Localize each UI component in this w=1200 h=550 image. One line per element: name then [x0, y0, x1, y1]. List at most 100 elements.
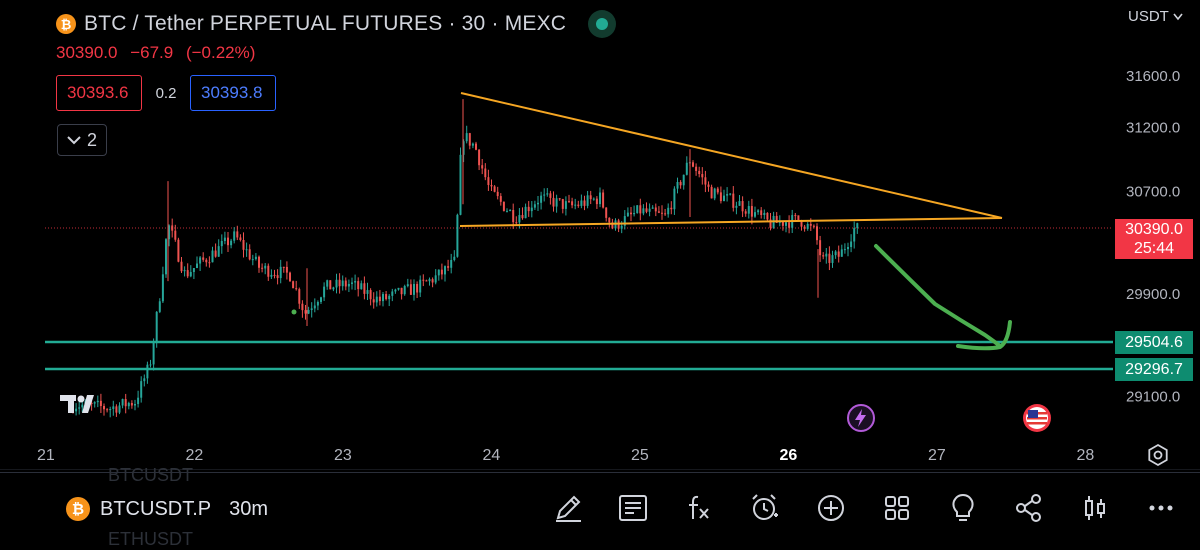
candle-body [258, 256, 260, 268]
candle-body [307, 310, 310, 314]
candle-body [744, 211, 747, 214]
candle-body [270, 274, 273, 277]
candle-body [515, 222, 518, 224]
market-status-icon[interactable] [588, 10, 617, 38]
candle-body [406, 284, 409, 287]
notes-icon[interactable] [616, 491, 650, 525]
indicators-toggle-button[interactable]: 2 [57, 124, 107, 156]
candle-body [754, 212, 756, 217]
candle-body [816, 226, 818, 241]
share-icon[interactable] [1012, 491, 1046, 525]
bitcoin-icon: ₿ [66, 497, 90, 521]
currency-selector[interactable]: USDT [1128, 8, 1183, 25]
candle-body [245, 249, 248, 251]
time-tick-label: 25 [631, 447, 649, 464]
last-price: 30390.0 [56, 43, 118, 62]
candle-body [196, 263, 198, 269]
candle-body [685, 162, 688, 175]
candle-body [552, 197, 555, 207]
candlestick-series [72, 99, 859, 418]
candle-body [589, 195, 592, 200]
more-icon[interactable] [1144, 491, 1178, 525]
candle-body [382, 294, 384, 302]
candle-body [763, 212, 766, 216]
candle-body [289, 272, 291, 282]
candle-body [850, 241, 853, 248]
candle-body [695, 166, 698, 171]
us-economic-event-icon[interactable] [1022, 403, 1052, 433]
candle-body [726, 194, 729, 196]
candle-body [558, 198, 561, 200]
layout-grid-icon[interactable] [880, 491, 914, 525]
candle-body [605, 207, 608, 218]
candle-body [316, 301, 319, 306]
lightning-event-icon[interactable] [846, 403, 876, 433]
candle-body [357, 281, 360, 290]
candle-body [158, 301, 161, 312]
candle-body [78, 407, 81, 409]
candle-body [506, 210, 508, 212]
candle-body [499, 196, 502, 202]
buy-button[interactable]: 30393.8 [190, 75, 276, 111]
drawing-pen-icon[interactable] [551, 491, 585, 525]
add-icon[interactable] [814, 491, 848, 525]
candle-body [530, 207, 533, 212]
candle-body [251, 259, 254, 261]
ideas-lightbulb-icon[interactable] [946, 491, 980, 525]
chart-type-icon[interactable] [1078, 491, 1112, 525]
current-price-label: 30390.0 [1125, 221, 1183, 238]
candle-body [180, 261, 183, 272]
candle-body [561, 199, 564, 209]
chevron-down-icon [67, 136, 81, 145]
candle-body [338, 279, 341, 287]
candle-body [326, 280, 329, 287]
candle-body [112, 406, 115, 409]
candle-body [220, 241, 223, 247]
candle-body [295, 288, 298, 290]
chart-header: ₿ BTC / Tether PERPETUAL FUTURES · 30 · … [56, 10, 617, 38]
candle-body [543, 194, 546, 196]
candle-body [440, 269, 443, 275]
candle-body [242, 239, 245, 250]
candle-body [620, 225, 623, 229]
candle-body [183, 270, 186, 272]
candle-body [521, 215, 524, 219]
candle-body [475, 143, 477, 150]
candle-body [667, 207, 670, 215]
time-tick-label: 22 [186, 447, 204, 464]
candle-body [586, 195, 589, 206]
symbol-name: BTCUSDT.P [100, 497, 212, 520]
price-tick-label: 29900.0 [1126, 286, 1180, 303]
candle-body [254, 256, 257, 260]
candle-body [595, 198, 598, 205]
candle-body [608, 217, 611, 223]
candle-body [189, 272, 192, 277]
symbol-title[interactable]: BTC / Tether PERPETUAL FUTURES · 30 · ME… [84, 12, 567, 35]
sell-button[interactable]: 30393.6 [56, 75, 142, 111]
symbol-selector[interactable]: ₿ BTCUSDT.P 30m [66, 497, 268, 521]
candle-body [853, 228, 856, 242]
settings-gear-icon[interactable] [1146, 443, 1170, 467]
candle-body [413, 283, 415, 295]
candle-body [583, 200, 586, 206]
alert-clock-icon[interactable] [748, 491, 782, 525]
candle-body [137, 397, 140, 404]
candle-body [465, 133, 468, 142]
candle-body [428, 279, 431, 282]
candle-body [118, 405, 121, 413]
candle-body [648, 208, 651, 212]
timeframe-button[interactable]: 30m [229, 497, 269, 520]
candle-body [422, 279, 425, 281]
candle-body [310, 308, 313, 311]
candle-body [292, 281, 295, 289]
candle-body [484, 168, 487, 178]
candle-body [332, 287, 335, 290]
candle-body [775, 215, 778, 223]
candle-body [261, 267, 264, 269]
candle-body [843, 249, 846, 251]
candle-body [285, 266, 288, 273]
fx-indicator-icon[interactable] [682, 491, 716, 525]
candle-body [633, 212, 636, 215]
candle-body [794, 215, 797, 217]
